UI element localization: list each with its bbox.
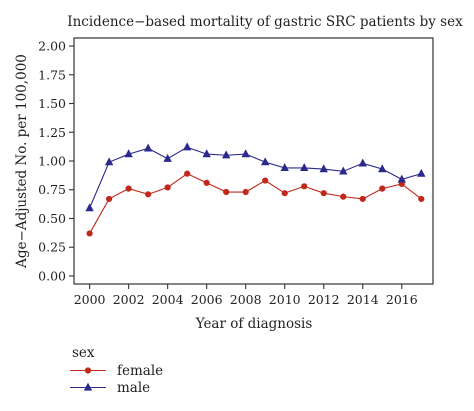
male-point bbox=[143, 143, 153, 152]
series-female bbox=[86, 170, 425, 237]
male-point bbox=[319, 164, 328, 173]
male-point bbox=[85, 203, 94, 212]
male-point bbox=[280, 163, 289, 172]
x-tick-label: 2004 bbox=[152, 292, 184, 307]
male-point bbox=[163, 153, 172, 162]
legend-swatch-marker bbox=[83, 382, 93, 391]
y-axis-title: Age−Adjusted No. per 100,000 bbox=[14, 54, 30, 269]
female-point bbox=[106, 195, 113, 203]
male-point bbox=[339, 166, 348, 175]
y-tick-label: 2.00 bbox=[38, 39, 66, 54]
male-point bbox=[104, 157, 114, 166]
male-point bbox=[241, 149, 250, 158]
female-point bbox=[145, 191, 152, 198]
x-tick-label: 2010 bbox=[269, 292, 301, 307]
chart-title: Incidence−based mortality of gastric SRC… bbox=[67, 14, 463, 30]
y-axis: 0.00 0.25 0.50 0.75 1.00 1.25 1.50 1.75 2.00 bbox=[38, 39, 74, 283]
series-male bbox=[85, 142, 426, 212]
legend-title: sex bbox=[72, 345, 95, 361]
x-axis-title: Year of diagnosis bbox=[195, 316, 313, 332]
female-point bbox=[125, 185, 132, 192]
female-point bbox=[340, 193, 347, 200]
y-tick-label: 1.50 bbox=[38, 96, 66, 111]
female-point bbox=[301, 183, 308, 190]
female-point bbox=[164, 184, 171, 191]
female-point bbox=[379, 185, 386, 192]
male-point bbox=[397, 174, 406, 183]
y-tick-label: 0.00 bbox=[38, 268, 66, 283]
female-point bbox=[203, 179, 210, 186]
x-tick-label: 2000 bbox=[74, 292, 106, 307]
male-point bbox=[358, 158, 367, 167]
y-tick-label: 1.25 bbox=[38, 125, 66, 140]
male-point bbox=[261, 157, 270, 166]
legend-swatch-marker bbox=[84, 367, 92, 374]
male-line bbox=[89, 146, 422, 209]
legend-label: female bbox=[117, 363, 163, 379]
female-point bbox=[86, 230, 93, 237]
male-point bbox=[182, 142, 192, 151]
y-tick-label: 0.50 bbox=[38, 211, 66, 226]
female-point bbox=[223, 188, 230, 196]
x-tick-label: 2008 bbox=[230, 292, 262, 307]
male-point bbox=[300, 163, 309, 172]
female-point bbox=[184, 170, 191, 177]
legend-item-male: male bbox=[70, 380, 150, 396]
series-layer bbox=[85, 142, 426, 237]
x-tick-label: 2002 bbox=[113, 292, 145, 307]
male-point bbox=[378, 164, 387, 173]
female-point bbox=[281, 190, 288, 197]
y-tick-label: 1.00 bbox=[38, 154, 66, 169]
male-point bbox=[417, 168, 426, 177]
x-tick-label: 2016 bbox=[386, 292, 418, 307]
x-tick-label: 2012 bbox=[308, 292, 340, 307]
male-point bbox=[124, 149, 133, 158]
male-point bbox=[202, 149, 211, 158]
x-axis: 2000 2002 2004 2006 2008 2010 2012 2014 2016 bbox=[74, 284, 418, 307]
female-point bbox=[359, 195, 366, 203]
female-line bbox=[89, 173, 422, 234]
legend-label: male bbox=[117, 380, 150, 396]
legend-item-female: female bbox=[70, 363, 163, 379]
male-point bbox=[221, 150, 231, 159]
y-tick-label: 0.25 bbox=[38, 240, 66, 255]
x-tick-label: 2006 bbox=[191, 292, 223, 307]
plot-frame bbox=[73, 37, 434, 285]
x-tick-label: 2014 bbox=[347, 292, 379, 307]
female-point bbox=[320, 190, 327, 197]
y-tick-label: 1.75 bbox=[38, 67, 66, 82]
female-point bbox=[418, 195, 425, 203]
female-point bbox=[242, 188, 249, 196]
female-point bbox=[262, 177, 269, 184]
y-tick-label: 0.75 bbox=[38, 182, 66, 197]
